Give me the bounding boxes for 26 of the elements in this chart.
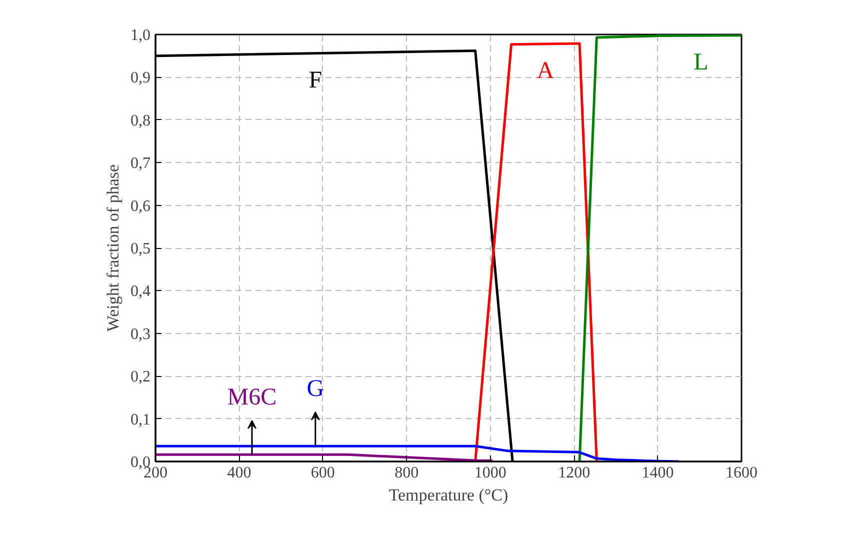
x-tick-label: 1200 (558, 464, 590, 482)
y-tick-label: 0,4 (130, 283, 150, 300)
x-tick-label: 1000 (474, 464, 506, 482)
y-tick-label: 0,8 (130, 112, 150, 130)
series-label: F (308, 67, 322, 94)
y-tick-label: 0,9 (130, 70, 150, 87)
series-label: M6C (227, 384, 277, 411)
series-label: A (536, 58, 555, 84)
y-tick-label: 0,3 (130, 326, 150, 343)
y-tick-label: 0,1 (130, 411, 150, 428)
x-tick-label: 600 (310, 464, 335, 482)
x-axis-title: Temperature (°C) (388, 486, 508, 504)
y-tick-label: 0,7 (130, 155, 150, 172)
x-tick-label: 800 (394, 464, 419, 482)
y-tick-label: 0,5 (130, 240, 150, 258)
y-tick-label: 0,2 (130, 368, 150, 386)
y-tick-label: 1,0 (130, 27, 150, 44)
x-tick-label: 1600 (726, 464, 758, 482)
line-series (578, 34, 742, 462)
x-tick-label: 400 (227, 464, 252, 482)
y-tick-label: 0,6 (130, 198, 150, 215)
series-label: G (306, 376, 324, 402)
series-label: L (694, 50, 708, 76)
x-tick-label: 1400 (642, 464, 674, 482)
y-axis-title: Weight fraction of phase (104, 164, 122, 332)
line-series (156, 444, 680, 462)
